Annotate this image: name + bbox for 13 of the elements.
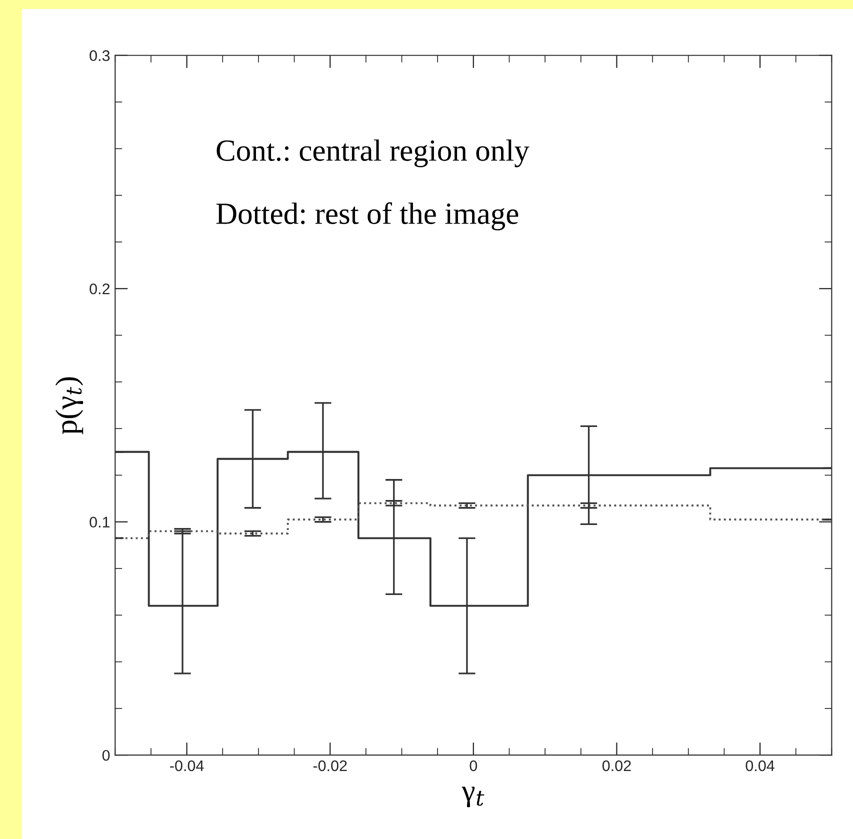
y-tick-label: 0 <box>102 750 110 761</box>
x-tick-label: 0 <box>470 760 478 772</box>
x-tick-label: 0.02 <box>602 760 631 772</box>
y-tick-label: 0.3 <box>90 50 110 62</box>
annotation: Dotted: rest of the image <box>216 202 518 230</box>
x-tick-label: 0.04 <box>746 760 774 772</box>
x-tick-label: -0.02 <box>313 760 347 772</box>
annotation: Cont.: central region only <box>216 139 530 168</box>
y-axis-title: p(γ$_{t}$) <box>55 377 84 434</box>
y-tick-label: 0.2 <box>90 283 110 294</box>
x-axis-title: γ$_{t}$ <box>462 786 484 808</box>
y-tick-label: 0.1 <box>90 516 110 528</box>
x-tick-label: -0.04 <box>170 760 204 772</box>
